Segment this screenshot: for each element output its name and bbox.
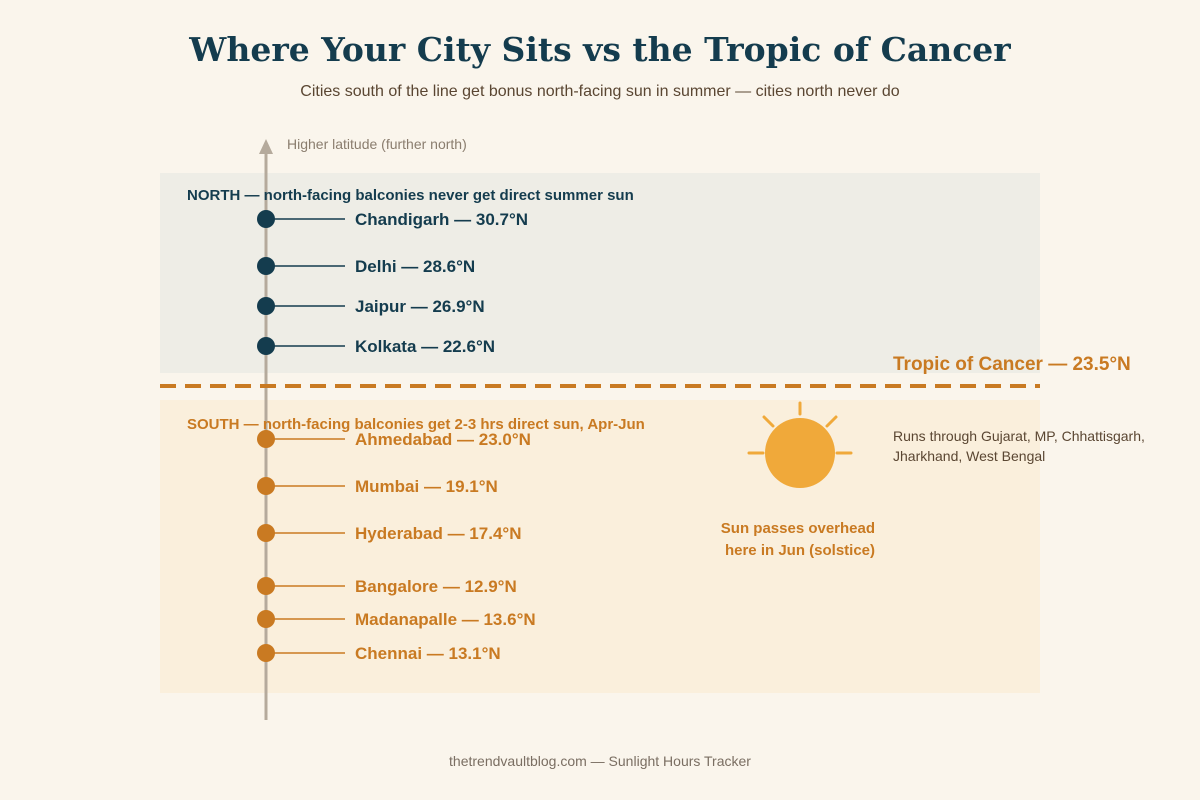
city-marker-bangalore: Bangalore — 12.9°N [257, 577, 517, 596]
city-marker-madanapalle: Madanapalle — 13.6°N [257, 610, 536, 629]
north-zone [160, 173, 1040, 373]
south-zone-label: SOUTH — north-facing balconies get 2-3 h… [187, 416, 645, 433]
sun-caption: Sun passes overhead here in Jun (solstic… [721, 520, 879, 559]
north-zone-label: NORTH — north-facing balconies never get… [187, 187, 634, 204]
tropic-note-line: Jharkhand, West Bengal [893, 448, 1045, 464]
city-label: Chennai — 13.1°N [355, 644, 501, 663]
city-marker-chandigarh: Chandigarh — 30.7°N [257, 210, 528, 229]
sun-caption-line: here in Jun (solstice) [725, 542, 875, 559]
city-label: Ahmedabad — 23.0°N [355, 430, 531, 449]
tropic-note: Runs through Gujarat, MP, Chhattisgarh, … [893, 428, 1149, 464]
south-zone [160, 400, 1040, 693]
city-label: Chandigarh — 30.7°N [355, 210, 528, 229]
city-marker-mumbai: Mumbai — 19.1°N [257, 477, 498, 496]
tropic-label: Tropic of Cancer — 23.5°N [893, 354, 1131, 375]
tropic-note-line: Runs through Gujarat, MP, Chhattisgarh, [893, 428, 1145, 444]
page-subtitle: Cities south of the line get bonus north… [300, 83, 900, 100]
city-label: Jaipur — 26.9°N [355, 297, 485, 316]
city-label: Kolkata — 22.6°N [355, 337, 495, 356]
city-marker-jaipur: Jaipur — 26.9°N [257, 297, 485, 316]
axis-label: Higher latitude (further north) [287, 136, 467, 152]
sun-caption-line: Sun passes overhead [721, 520, 875, 537]
city-label: Mumbai — 19.1°N [355, 477, 498, 496]
sun-icon [747, 401, 853, 488]
city-marker-chennai: Chennai — 13.1°N [257, 644, 501, 663]
city-label: Hyderabad — 17.4°N [355, 524, 521, 543]
city-marker-ahmedabad: Ahmedabad — 23.0°N [257, 430, 531, 449]
city-marker-kolkata: Kolkata — 22.6°N [257, 337, 495, 356]
city-label: Madanapalle — 13.6°N [355, 610, 536, 629]
page-title: Where Your City Sits vs the Tropic of Ca… [188, 30, 1011, 69]
city-label: Bangalore — 12.9°N [355, 577, 517, 596]
city-marker-delhi: Delhi — 28.6°N [257, 257, 475, 276]
footer-credit: thetrendvaultblog.com — Sunlight Hours T… [449, 753, 751, 769]
axis-arrow-icon [259, 139, 273, 154]
city-marker-hyderabad: Hyderabad — 17.4°N [257, 524, 521, 543]
city-label: Delhi — 28.6°N [355, 257, 475, 276]
